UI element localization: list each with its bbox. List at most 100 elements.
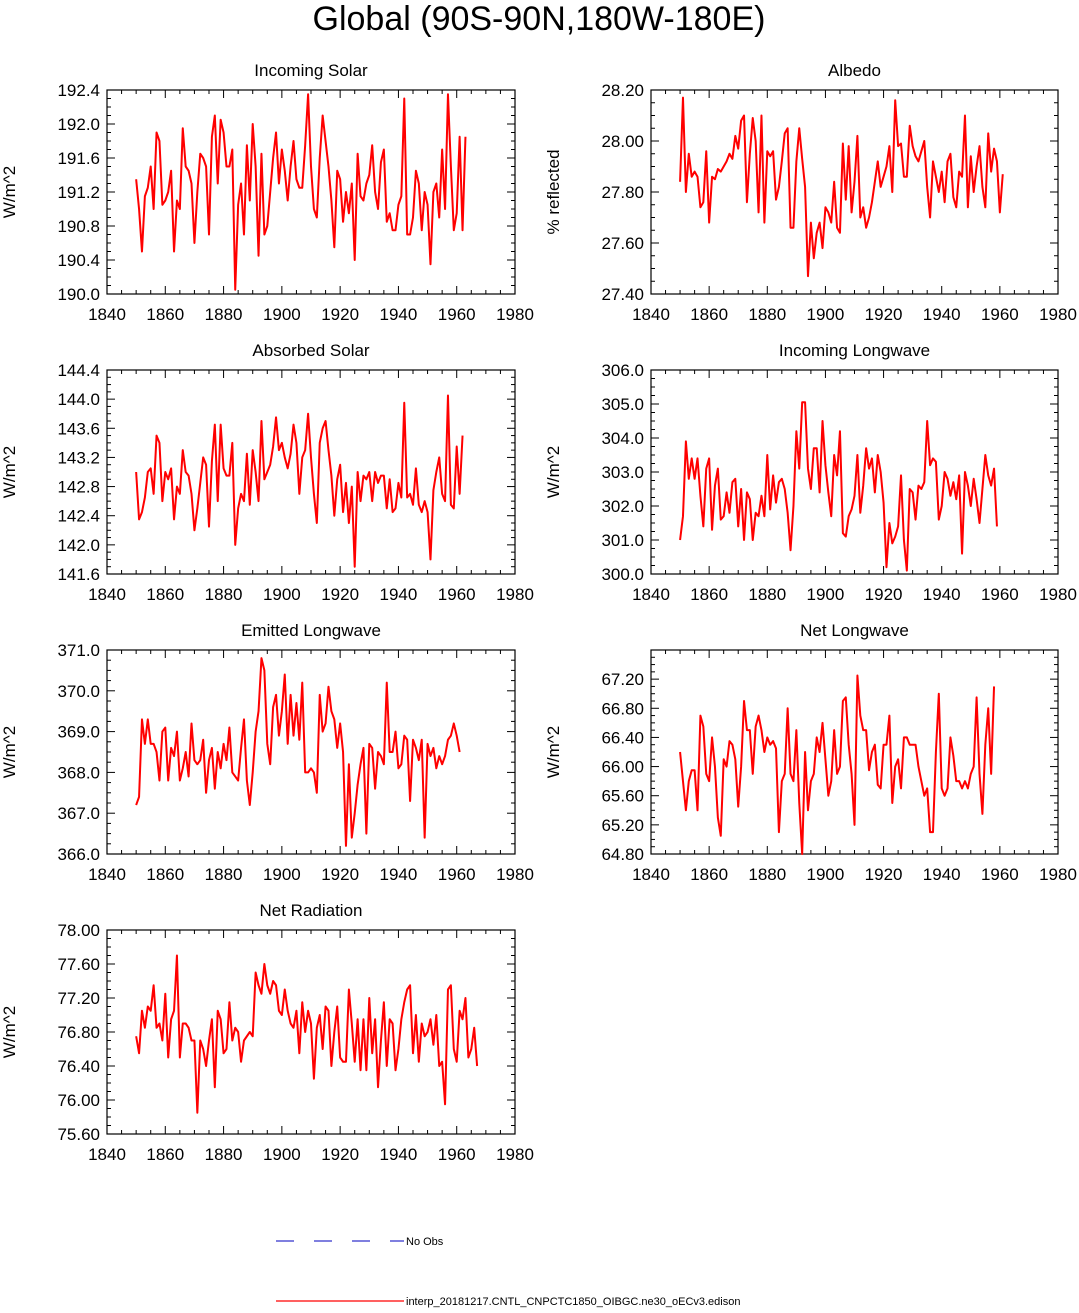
y-tick-label: 76.80: [57, 1023, 100, 1042]
y-tick-label: 142.8: [57, 478, 100, 497]
y-tick-label: 306.0: [601, 361, 644, 380]
y-tick-label: 190.8: [57, 217, 100, 236]
x-tick-label: 1900: [263, 585, 301, 604]
x-tick-label: 1840: [632, 865, 670, 884]
x-tick-label: 1920: [865, 865, 903, 884]
x-tick-label: 1880: [205, 585, 243, 604]
legend-label-model: interp_20181217.CNTL_CNPCTC1850_OIBGC.ne…: [406, 1296, 740, 1308]
x-tick-label: 1920: [321, 865, 359, 884]
plot-frame: [106, 369, 516, 575]
x-tick-label: 1940: [380, 305, 418, 324]
y-tick-label: 27.40: [601, 285, 644, 304]
x-tick-label: 1840: [88, 1145, 126, 1164]
y-tick-label: 144.0: [57, 390, 100, 409]
y-tick-label: 371.0: [57, 641, 100, 660]
x-tick-label: 1900: [807, 865, 845, 884]
y-tick-label: 301.0: [601, 531, 644, 550]
panel-5: Net Longwave W/m^2 1840 1860 1880 1900 1920 194…: [544, 621, 1077, 884]
x-tick-label: 1980: [496, 865, 534, 884]
panel-title: Absorbed Solar: [252, 341, 370, 360]
x-tick-label: 1900: [263, 305, 301, 324]
y-tick-label: 143.2: [57, 448, 100, 467]
y-tick-label: 369.0: [57, 723, 100, 742]
x-tick-label: 1880: [205, 305, 243, 324]
x-tick-label: 1920: [321, 305, 359, 324]
x-tick-label: 1960: [438, 305, 476, 324]
panel-0: Incoming Solar W/m^2 1840 1860 1880 1900 1920 1…: [0, 61, 534, 324]
panel-4: Emitted Longwave W/m^2 1840 1860 1880 1900 192…: [0, 621, 534, 884]
x-tick-label: 1980: [496, 585, 534, 604]
plot-frame: [106, 649, 516, 855]
x-tick-label: 1860: [146, 585, 184, 604]
y-tick-label: 28.20: [601, 81, 644, 100]
x-tick-label: 1920: [865, 585, 903, 604]
y-tick-label: 142.0: [57, 536, 100, 555]
x-tick-label: 1860: [690, 585, 728, 604]
x-tick-label: 1940: [923, 865, 961, 884]
y-tick-label: 370.0: [57, 682, 100, 701]
series-line-0: [135, 954, 479, 1114]
y-tick-label: 67.20: [601, 670, 644, 689]
y-tick-label: 78.00: [57, 921, 100, 940]
x-tick-label: 1980: [1039, 585, 1077, 604]
series-line-0: [135, 657, 461, 847]
y-axis-label: W/m^2: [0, 166, 19, 218]
y-tick-label: 192.4: [57, 81, 100, 100]
plot-frame: [650, 369, 1059, 575]
y-tick-label: 65.60: [601, 787, 644, 806]
x-tick-label: 1840: [88, 865, 126, 884]
x-tick-label: 1940: [380, 585, 418, 604]
x-tick-label: 1840: [632, 305, 670, 324]
series-line-0: [135, 93, 467, 291]
x-tick-label: 1880: [748, 585, 786, 604]
y-tick-label: 64.80: [601, 845, 644, 864]
y-tick-label: 27.80: [601, 183, 644, 202]
x-tick-label: 1960: [981, 305, 1019, 324]
y-tick-label: 141.6: [57, 565, 100, 584]
y-tick-label: 190.4: [57, 251, 100, 270]
y-tick-label: 191.6: [57, 149, 100, 168]
x-tick-label: 1920: [321, 1145, 359, 1164]
x-tick-label: 1960: [981, 585, 1019, 604]
x-tick-label: 1960: [438, 865, 476, 884]
y-tick-label: 75.60: [57, 1125, 100, 1144]
legend: No Obs interp_20181217.CNTL_CNPCTC1850_O…: [276, 1236, 740, 1308]
panel-title: Albedo: [828, 61, 881, 80]
y-tick-label: 300.0: [601, 565, 644, 584]
series-line-0: [679, 96, 1004, 278]
x-tick-label: 1840: [632, 585, 670, 604]
x-tick-label: 1880: [205, 865, 243, 884]
x-tick-label: 1900: [807, 305, 845, 324]
series-line-0: [679, 674, 996, 855]
x-tick-label: 1980: [496, 305, 534, 324]
x-tick-label: 1860: [146, 305, 184, 324]
x-tick-label: 1860: [690, 865, 728, 884]
x-tick-label: 1980: [1039, 305, 1077, 324]
y-tick-label: 368.0: [57, 763, 100, 782]
x-tick-label: 1920: [865, 305, 903, 324]
y-axis-label: % reflected: [544, 149, 563, 234]
series-line-0: [679, 401, 998, 572]
y-tick-label: 192.0: [57, 115, 100, 134]
panel-title: Incoming Longwave: [779, 341, 930, 360]
x-tick-label: 1860: [690, 305, 728, 324]
y-axis-label: W/m^2: [544, 726, 563, 778]
panel-6: Net Radiation W/m^2 1840 1860 1880 1900 1920 19…: [0, 901, 534, 1164]
x-tick-label: 1840: [88, 305, 126, 324]
y-axis-label: W/m^2: [0, 726, 19, 778]
panel-2: Absorbed Solar W/m^2 1840 1860 1880 1900 1920 1…: [0, 341, 534, 604]
x-tick-label: 1940: [923, 585, 961, 604]
y-axis-label: W/m^2: [0, 1006, 19, 1058]
y-tick-label: 304.0: [601, 429, 644, 448]
x-tick-label: 1860: [146, 1145, 184, 1164]
y-tick-label: 77.20: [57, 989, 100, 1008]
y-tick-label: 76.00: [57, 1091, 100, 1110]
panel-3: Incoming Longwave W/m^2 1840 1860 1880 1900 19…: [544, 341, 1077, 604]
y-tick-label: 366.0: [57, 845, 100, 864]
y-tick-label: 191.2: [57, 183, 100, 202]
panels: Incoming Solar W/m^2 1840 1860 1880 1900 1920 1…: [0, 61, 1077, 1164]
y-tick-label: 144.4: [57, 361, 100, 380]
legend-label-no-obs: No Obs: [406, 1236, 444, 1248]
x-tick-label: 1940: [923, 305, 961, 324]
